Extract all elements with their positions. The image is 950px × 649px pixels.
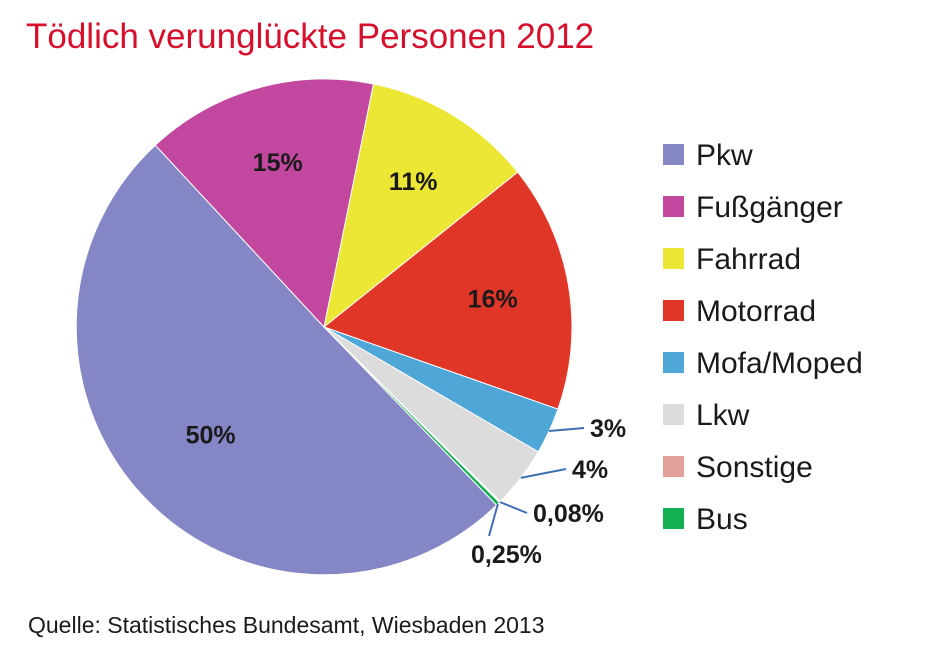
slice-label-fussgaenger: 15%	[253, 149, 303, 177]
slice-pkw	[75, 144, 498, 576]
legend-label-lkw: Lkw	[696, 399, 750, 432]
pie-slices	[75, 78, 573, 576]
slice-label-bus: 0,25%	[471, 541, 542, 569]
leader-line-mofa-moped	[549, 427, 585, 432]
slice-label-pkw: 50%	[186, 422, 236, 450]
legend-label-motorrad: Motorrad	[696, 295, 816, 328]
legend-swatch-fussgaenger	[663, 196, 684, 217]
legend-label-bus: Bus	[696, 503, 748, 536]
slice-labels: 11% 16% 3% 4% 0,08% 0,25% 50% 15%	[186, 149, 627, 569]
leader-line-sonstige	[499, 501, 528, 514]
slice-label-motorrad: 16%	[468, 285, 518, 313]
legend-swatch-pkw	[663, 144, 684, 165]
slice-label-mofa-moped: 3%	[590, 415, 626, 443]
legend-label-pkw: Pkw	[696, 139, 753, 172]
legend-swatch-bus	[663, 508, 684, 529]
leader-lines	[488, 427, 585, 537]
slice-motorrad	[322, 171, 573, 410]
legend: Pkw Fußgänger Fahrrad Motorrad Mofa/Moped Lkw…	[663, 139, 863, 536]
legend-swatch-mofa-moped	[663, 352, 684, 373]
leader-line-bus	[488, 503, 499, 537]
legend-swatch-sonstige	[663, 456, 684, 477]
slice-label-sonstige: 0,08%	[533, 500, 604, 528]
legend-label-mofa-moped: Mofa/Moped	[696, 347, 863, 380]
slice-label-fahrrad: 11%	[389, 168, 438, 196]
legend-label-sonstige: Sonstige	[696, 451, 813, 484]
slice-fahrrad	[323, 83, 519, 329]
leader-line-lkw	[520, 468, 567, 479]
legend-swatch-motorrad	[663, 300, 684, 321]
legend-label-fussgaenger: Fußgänger	[696, 191, 843, 224]
chart-title: Tödlich verunglückte Personen 2012	[26, 17, 594, 56]
slice-label-lkw: 4%	[572, 456, 608, 484]
source-note: Quelle: Statistisches Bundesamt, Wiesbad…	[28, 612, 545, 638]
legend-swatch-fahrrad	[663, 248, 684, 269]
legend-swatch-lkw	[663, 404, 684, 425]
slice-fussgaenger	[154, 78, 375, 329]
legend-label-fahrrad: Fahrrad	[696, 243, 801, 276]
